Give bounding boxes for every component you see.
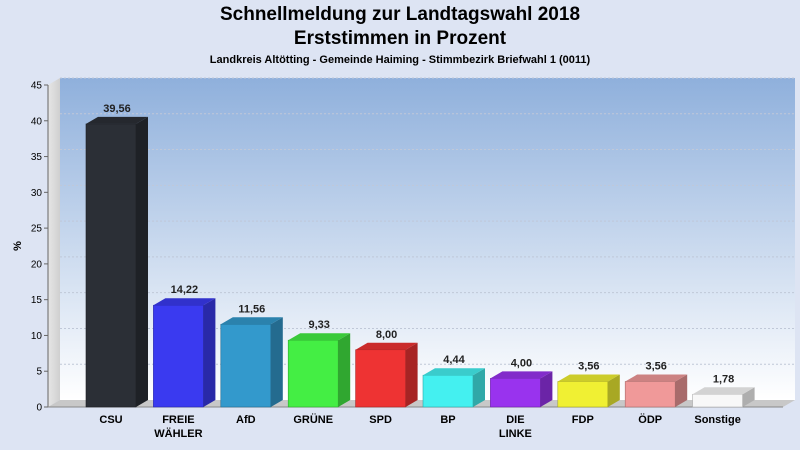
y-tick-label: 5 (36, 367, 42, 378)
bar-top (153, 298, 216, 306)
bar-front (692, 393, 743, 408)
data-label: 9,33 (308, 319, 329, 331)
bar (85, 116, 148, 408)
bar (557, 374, 620, 408)
bar-front (85, 123, 137, 408)
x-tick-label: AfD (236, 414, 256, 426)
x-tick-label: BP (440, 414, 455, 426)
y-axis-label: % (12, 241, 24, 251)
y-tick-label: 35 (31, 152, 43, 163)
x-tick-label: LINKE (499, 428, 532, 440)
y-tick-label: 45 (31, 81, 43, 92)
bar-top (423, 368, 485, 376)
bar-top (557, 374, 620, 382)
bar-side (270, 317, 283, 407)
bar-front (490, 378, 541, 408)
bar-top (625, 374, 688, 382)
data-label: 4,00 (511, 357, 532, 369)
bar-front (624, 381, 676, 408)
x-tick-label: GRÜNE (293, 413, 333, 426)
y-tick-label: 30 (31, 188, 43, 199)
bar-top (692, 387, 755, 395)
y-tick-label: 10 (31, 331, 43, 342)
y-tick-label: 25 (31, 224, 43, 235)
data-label: 3,56 (578, 361, 599, 373)
bar-front (355, 349, 406, 408)
bar-side (405, 342, 418, 407)
data-label: 8,00 (376, 329, 397, 341)
bar (220, 317, 283, 408)
bar-top (86, 116, 148, 124)
bar-side (338, 333, 351, 407)
bar-top (220, 317, 283, 325)
x-tick-label: DIE (506, 414, 524, 426)
bar-side (540, 371, 553, 407)
bar-side (203, 298, 216, 407)
data-label: 1,78 (713, 373, 734, 385)
bar-top (490, 371, 553, 379)
bar-front (287, 339, 339, 408)
bar-top (355, 342, 418, 350)
chart-title-line1: Schnellmeldung zur Landtagswahl 2018 (219, 4, 581, 25)
bar-side (136, 116, 148, 408)
bar (422, 368, 485, 408)
x-tick-label: FREIE (162, 414, 194, 426)
x-tick-label: CSU (99, 414, 122, 426)
y-tick-label: 20 (31, 259, 43, 270)
chart-subtitle: Landkreis Altötting - Gemeinde Haiming -… (209, 54, 591, 66)
bar-side (675, 374, 688, 407)
x-tick-label: ÖDP (638, 413, 662, 426)
y-tick-label: 40 (31, 116, 43, 127)
data-label: 11,56 (238, 303, 265, 315)
bar (153, 298, 216, 408)
bar-front (557, 381, 609, 408)
bar-side (742, 387, 755, 407)
chart-title-line2: Erststimmen in Prozent (293, 28, 507, 49)
x-tick-label: WÄHLER (154, 427, 202, 440)
bar (287, 333, 351, 408)
bar (490, 371, 553, 408)
plot-side-wall (48, 78, 60, 407)
x-tick-label: FDP (572, 414, 594, 426)
x-tick-label: Sonstige (694, 414, 740, 426)
bar (624, 374, 688, 408)
bar-top (288, 333, 351, 341)
data-label: 3,56 (645, 361, 666, 373)
bar-front (220, 323, 272, 408)
bar-front (153, 304, 204, 408)
bar (355, 342, 418, 408)
bar-side (607, 374, 620, 407)
data-label: 14,22 (171, 284, 199, 296)
bar-side (473, 368, 485, 407)
bar-front (422, 374, 474, 408)
y-tick-label: 0 (36, 403, 42, 414)
data-label: 39,56 (103, 103, 131, 115)
bar (692, 387, 755, 408)
x-tick-label: SPD (369, 414, 392, 426)
y-tick-label: 15 (31, 295, 43, 306)
data-label: 4,44 (443, 354, 465, 366)
